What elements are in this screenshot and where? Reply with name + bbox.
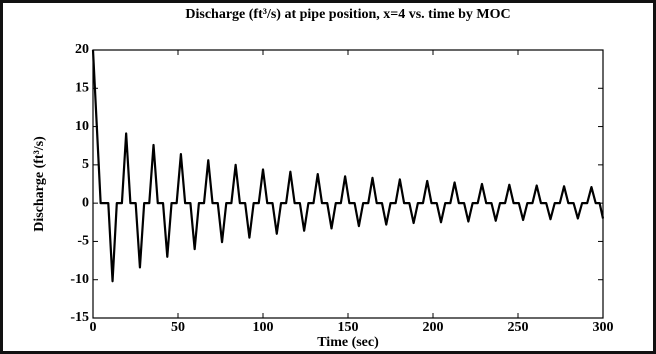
y-axis-label: Discharge (ft³/s): [32, 136, 47, 232]
y-tick-label: -10: [70, 272, 89, 287]
series-line: [91, 49, 605, 283]
y-tick-label: -15: [70, 310, 89, 325]
x-tick-label: 0: [90, 320, 97, 335]
x-tick-label: 100: [253, 320, 274, 335]
y-tick-label: 20: [75, 42, 89, 57]
x-tick-label: 300: [593, 320, 614, 335]
x-tick-label: 50: [171, 320, 185, 335]
x-axis-label: Time (sec): [317, 335, 379, 350]
y-tick-label: -5: [77, 234, 89, 249]
axes-box: [92, 49, 604, 319]
x-tick-label: 150: [338, 320, 359, 335]
x-tick-label: 200: [423, 320, 444, 335]
y-tick-label: 15: [75, 81, 89, 96]
x-tick-label: 250: [508, 320, 529, 335]
chart-title: Discharge (ft³/s) at pipe position, x=4 …: [185, 7, 510, 22]
y-tick-label: 0: [82, 195, 89, 210]
y-tick-label: 5: [82, 157, 89, 172]
y-tick-label: 10: [75, 119, 89, 134]
